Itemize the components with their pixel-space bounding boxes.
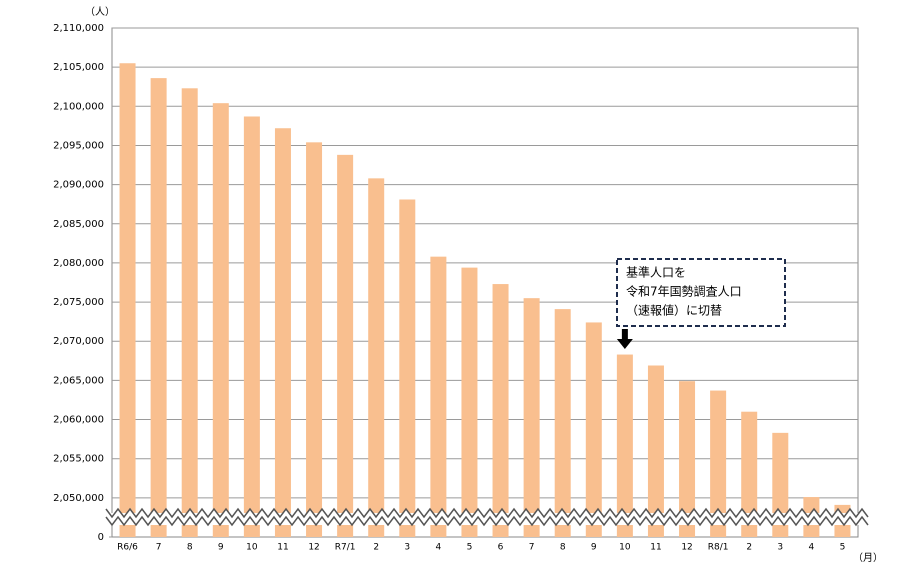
x-tick-label: 3 bbox=[404, 543, 410, 553]
bar bbox=[679, 381, 696, 537]
y-tick-label: 2,050,000 bbox=[53, 493, 104, 504]
x-tick-label: 2 bbox=[746, 543, 752, 553]
x-tick-label: 5 bbox=[840, 543, 846, 553]
bar bbox=[647, 365, 664, 537]
y-unit: （人） bbox=[85, 6, 115, 18]
y-tick-label: 2,090,000 bbox=[53, 180, 104, 191]
x-unit: （月） bbox=[853, 552, 883, 564]
x-tick-label: 3 bbox=[777, 543, 783, 553]
bar bbox=[274, 128, 291, 538]
y-tick-label: 0 bbox=[98, 532, 104, 543]
bar bbox=[741, 411, 758, 537]
x-tick-label: 10 bbox=[619, 543, 631, 553]
y-tick-label: 2,065,000 bbox=[53, 375, 104, 386]
bar bbox=[430, 256, 447, 537]
x-tick-label: 8 bbox=[560, 543, 566, 553]
annotation-text: 令和7年国勢調査人口 bbox=[626, 284, 742, 299]
annotation-box bbox=[616, 258, 786, 327]
annotation-text: （速報値）に切替 bbox=[626, 303, 722, 318]
x-tick-label: 9 bbox=[591, 543, 597, 553]
y-tick-label: 2,060,000 bbox=[53, 415, 104, 426]
x-tick-label: 12 bbox=[681, 543, 692, 553]
x-tick-label: 7 bbox=[156, 543, 162, 553]
bar bbox=[150, 78, 167, 538]
y-tick-label: 2,070,000 bbox=[53, 336, 104, 347]
y-tick-label: 2,080,000 bbox=[53, 258, 104, 269]
bar bbox=[119, 63, 136, 537]
x-tick-label: 11 bbox=[650, 543, 661, 553]
y-tick-label: 2,095,000 bbox=[53, 140, 104, 151]
y-tick-label: 2,100,000 bbox=[53, 101, 104, 112]
bar bbox=[585, 322, 602, 537]
x-tick-label: R7/1 bbox=[335, 543, 356, 553]
y-tick-label: 2,075,000 bbox=[53, 297, 104, 308]
bar bbox=[306, 142, 323, 537]
x-tick-label: 5 bbox=[467, 543, 473, 553]
x-tick-label: 2 bbox=[373, 543, 379, 553]
bar bbox=[368, 178, 385, 537]
bar bbox=[616, 354, 633, 537]
axis-break-line bbox=[105, 515, 869, 527]
bar bbox=[461, 267, 478, 537]
x-tick-label: R6/6 bbox=[117, 543, 138, 553]
x-tick-label: 6 bbox=[498, 543, 504, 553]
annotation-text: 基準人口を bbox=[626, 265, 686, 280]
bar bbox=[243, 116, 260, 537]
x-tick-label: 7 bbox=[529, 543, 535, 553]
y-tick-label: 2,105,000 bbox=[53, 62, 104, 73]
axis-break-line bbox=[105, 507, 869, 519]
bar bbox=[710, 390, 727, 537]
bar bbox=[554, 309, 571, 537]
x-tick-label: 12 bbox=[308, 543, 319, 553]
x-tick-label: 8 bbox=[187, 543, 193, 553]
bar bbox=[337, 154, 354, 537]
x-tick-label: 4 bbox=[436, 543, 442, 553]
y-tick-label: 2,110,000 bbox=[53, 23, 104, 34]
annotation-arrow bbox=[616, 329, 633, 349]
axis-break-fill bbox=[106, 513, 868, 521]
bar bbox=[523, 298, 540, 537]
x-tick-label: 4 bbox=[809, 543, 815, 553]
x-tick-label: 9 bbox=[218, 543, 224, 553]
x-tick-label: 10 bbox=[246, 543, 258, 553]
bar bbox=[399, 199, 416, 538]
bar bbox=[212, 103, 229, 537]
y-tick-label: 2,085,000 bbox=[53, 219, 104, 230]
bar bbox=[492, 284, 509, 537]
x-tick-label: 11 bbox=[277, 543, 288, 553]
bar bbox=[181, 88, 198, 537]
y-tick-label: 2,055,000 bbox=[53, 454, 104, 465]
x-tick-label: R8/1 bbox=[708, 543, 729, 553]
